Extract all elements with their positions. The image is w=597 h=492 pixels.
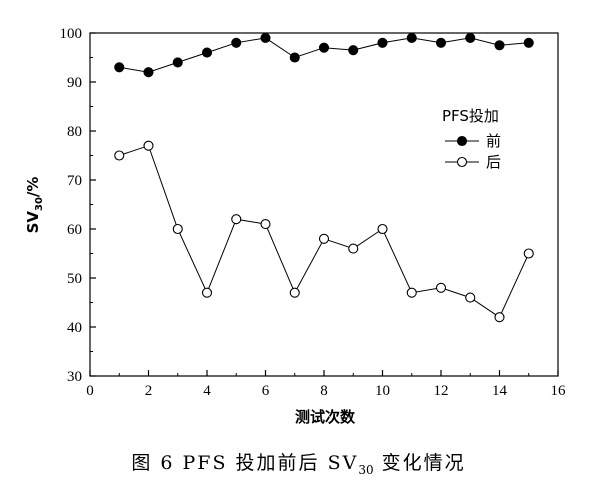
data-point (435, 37, 447, 48)
x-tick-label: 0 (86, 383, 94, 399)
legend-title: PFS投加 (442, 107, 499, 125)
data-point (289, 287, 300, 298)
plot-frame (89, 32, 559, 377)
y-tick-label: 50 (67, 271, 82, 287)
series-layer (114, 32, 534, 323)
tick-group: 0 2 4 6 8 10 12 14 16 30 40 50 60 70 80 90 100 (60, 26, 567, 399)
data-point (465, 292, 476, 303)
caption-prefix: 图 6 PFS 投加前后 SV (131, 452, 359, 474)
series-2 (114, 140, 534, 323)
data-point (143, 140, 154, 151)
data-point (231, 37, 242, 48)
data-point (465, 32, 476, 43)
x-tick-label: 16 (551, 383, 567, 399)
y-axis-label: SV30/% (24, 177, 45, 234)
x-tick-label: 4 (203, 383, 211, 399)
y-tick-label: 100 (60, 26, 83, 42)
y-axis-label-sub: 30 (34, 197, 45, 211)
data-point (172, 57, 183, 68)
y-tick-label: 70 (67, 173, 82, 189)
legend-marker (456, 135, 468, 147)
data-point (494, 312, 505, 323)
data-point (114, 150, 125, 161)
data-point (201, 47, 213, 58)
legend-label: 前 (486, 132, 501, 150)
data-point (318, 42, 330, 53)
data-point (348, 45, 359, 56)
data-point (377, 37, 388, 48)
data-point (260, 219, 271, 230)
caption-sub: 30 (358, 462, 374, 477)
x-tick-label: 12 (434, 383, 449, 399)
legend-label: 后 (486, 153, 501, 171)
y-tick-label: 60 (67, 222, 82, 238)
data-point (114, 62, 125, 73)
data-point (406, 32, 417, 43)
legend-item: 后 (445, 153, 501, 171)
x-tick-label: 14 (492, 383, 508, 399)
data-point (377, 223, 388, 235)
data-point (289, 52, 300, 63)
x-tick-label: 6 (262, 383, 270, 399)
y-tick-label: 40 (67, 320, 82, 336)
series-1 (114, 32, 534, 78)
y-tick-label: 90 (67, 75, 82, 91)
legend-marker (456, 156, 468, 168)
y-axis-label-tail: /% (24, 177, 42, 198)
figure-caption: 图 6 PFS 投加前后 SV30 变化情况 (0, 448, 597, 477)
y-axis-label-main: SV (24, 211, 42, 234)
data-point (494, 40, 505, 51)
x-tick-label: 10 (375, 383, 390, 399)
data-point (172, 223, 183, 235)
data-point (406, 287, 417, 298)
data-point (523, 248, 534, 259)
data-point (348, 243, 359, 254)
legend: PFS投加 前后 (442, 107, 501, 171)
data-point (143, 67, 154, 78)
data-point (435, 282, 447, 293)
axes-frame (89, 32, 559, 377)
legend-item: 前 (445, 132, 501, 150)
y-tick-label: 30 (67, 369, 82, 385)
caption-suffix: 变化情况 (373, 452, 466, 474)
data-point (231, 214, 242, 225)
x-tick-label: 2 (145, 383, 153, 399)
y-tick-label: 80 (67, 124, 82, 140)
data-point (523, 37, 534, 48)
data-point (201, 287, 213, 298)
data-point (260, 32, 271, 43)
data-point (318, 233, 330, 244)
x-tick-label: 8 (320, 383, 328, 399)
x-axis-label: 测试次数 (295, 408, 356, 426)
